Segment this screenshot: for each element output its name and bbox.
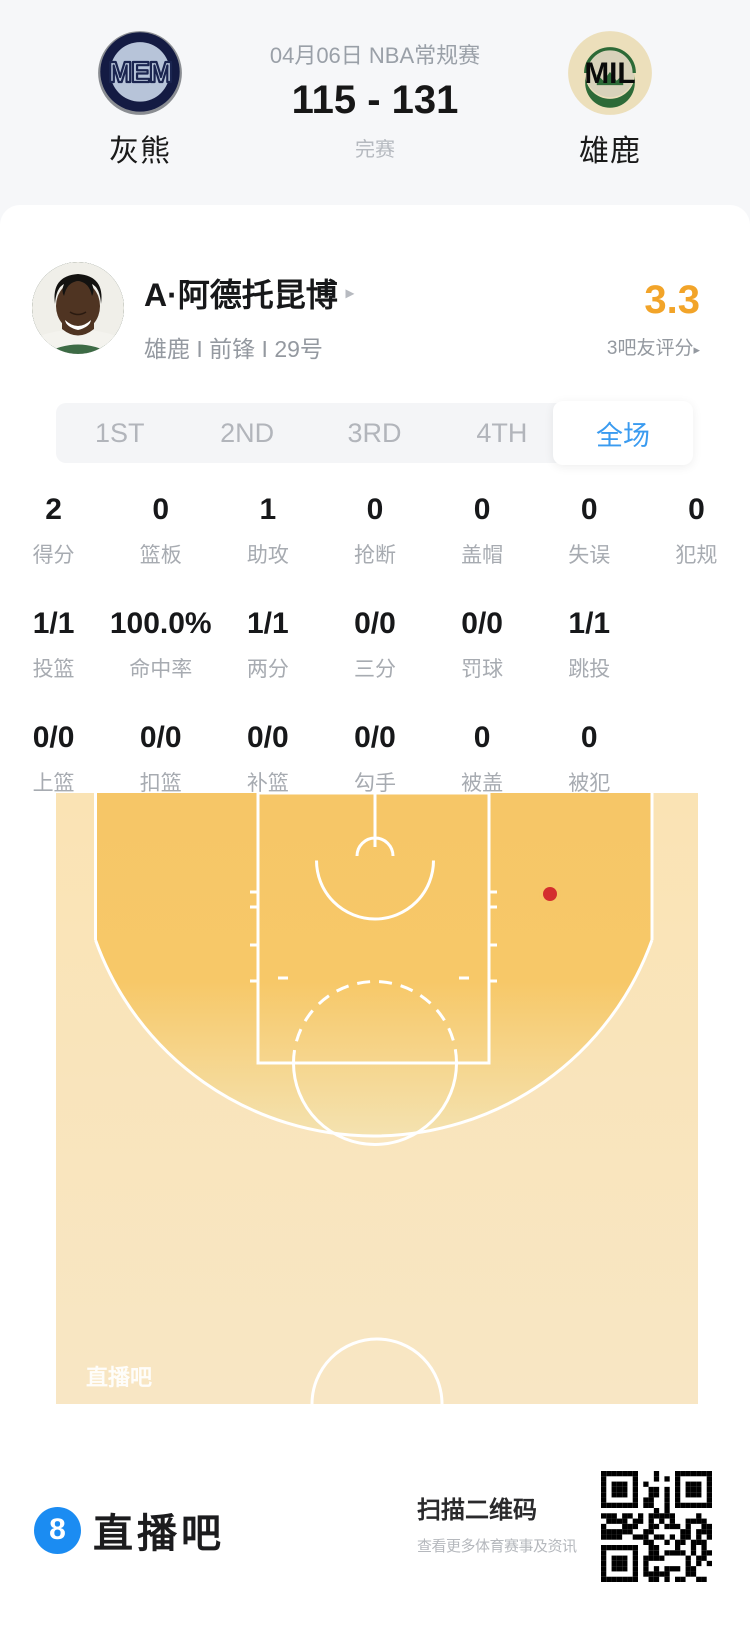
svg-text:直播吧: 直播吧 — [86, 1365, 152, 1390]
svg-text:MIL: MIL — [584, 57, 635, 90]
svg-text:MEM: MEM — [108, 57, 172, 89]
